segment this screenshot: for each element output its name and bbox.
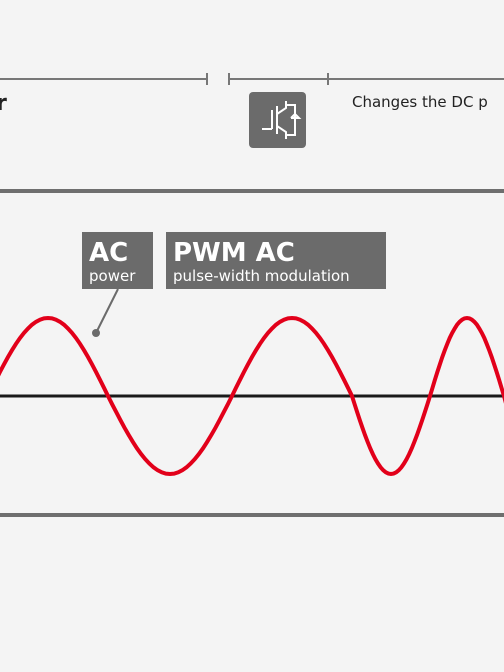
label-title: AC: [89, 238, 128, 268]
label-subtitle: pulse-width modulation: [173, 267, 350, 285]
description: Changes the DC p: [352, 93, 488, 111]
callout-line: [95, 288, 119, 334]
sine-wave: [0, 315, 504, 477]
label-title: PWM AC: [173, 238, 295, 268]
timeline: [0, 73, 504, 85]
label-subtitle: power: [89, 267, 136, 285]
callout-dot: [92, 329, 100, 337]
left-fragment: r: [0, 91, 7, 116]
label-box: [82, 232, 153, 289]
igbt-symbol: [262, 101, 302, 139]
label-box: [166, 232, 386, 289]
